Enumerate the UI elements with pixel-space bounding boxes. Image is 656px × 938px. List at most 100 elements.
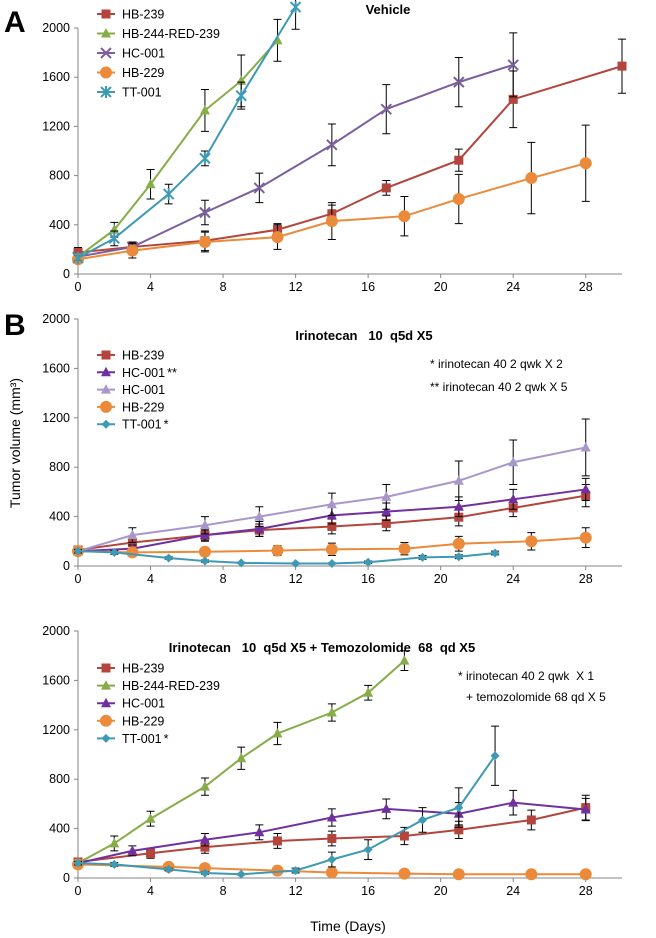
data-point (325, 215, 338, 228)
legend-suffix: ** (167, 366, 177, 380)
data-point (525, 535, 538, 548)
data-point (199, 104, 210, 115)
legend-marker (101, 28, 111, 38)
data-point (200, 842, 210, 852)
data-point (199, 781, 210, 791)
data-point (198, 862, 211, 875)
annotation: * irinotecan 40 2 qwk X 2 (430, 357, 563, 371)
y-tick-label: 1200 (42, 723, 70, 737)
legend-entry: HB-229 (97, 400, 164, 414)
data-point (271, 231, 284, 244)
data-point (453, 501, 464, 511)
legend-marker (100, 86, 112, 98)
legend-label: HB-239 (122, 349, 164, 363)
series-line (77, 6, 297, 259)
x-tick-label: 20 (434, 572, 448, 586)
panel-a: A 0 400 800 1200 1600 2000 0 4 8 12 16 20 24 28 Vehicl… (4, 0, 627, 294)
data-point (508, 94, 518, 104)
data-point (108, 232, 120, 245)
legend-entry: HB-239 (97, 349, 164, 363)
data-point (327, 854, 337, 864)
data-point (454, 155, 464, 165)
data-point (291, 866, 301, 876)
data-point (381, 506, 392, 516)
data-point (452, 868, 465, 881)
data-point (73, 546, 83, 556)
data-point (254, 826, 265, 837)
legend-marker (101, 384, 111, 394)
data-point (398, 867, 411, 880)
data-point (579, 868, 592, 881)
legend-entry: HC-001 (97, 47, 165, 61)
x-tick-label: 0 (75, 572, 82, 586)
data-point (418, 552, 428, 562)
data-point (236, 558, 246, 568)
data-point (580, 803, 591, 814)
legend-label: HC-001 (122, 697, 165, 711)
series-hb-229 (72, 858, 592, 881)
series-hc-001 (73, 418, 591, 556)
y-tick-label: 800 (49, 772, 70, 786)
data-point (235, 89, 247, 102)
x-tick-label: 28 (579, 884, 593, 898)
data-point (254, 523, 265, 533)
data-point (200, 868, 210, 878)
data-point (127, 529, 138, 540)
data-point (164, 553, 174, 563)
data-point (254, 511, 265, 521)
legend-marker (100, 714, 112, 727)
x-tick-label: 20 (434, 884, 448, 898)
data-point (453, 76, 465, 88)
data-point (617, 61, 627, 71)
data-point (508, 456, 519, 467)
legend-marker (101, 350, 111, 360)
legend-entry: TT-001 (97, 86, 162, 100)
annotation: + temozolomide 68 qd X 5 (466, 690, 606, 704)
panel-title: Irinotecan 10 q5d X5 + Temozolomide 68 q… (169, 640, 475, 655)
data-point (399, 831, 409, 841)
legend-marker (101, 366, 111, 377)
data-point (508, 797, 519, 807)
data-point (454, 552, 464, 562)
x-tick-label: 12 (289, 884, 303, 898)
series-line (77, 39, 279, 258)
y-tick-label: 1200 (42, 119, 70, 133)
data-point (73, 858, 83, 868)
y-tick-label: 0 (63, 267, 70, 281)
data-point (109, 837, 120, 848)
data-point (381, 491, 392, 501)
data-point (326, 707, 337, 717)
y-tick-label: 0 (63, 559, 70, 573)
legend-label: HC-001 (122, 383, 165, 397)
panel-c: 0 400 800 1200 1600 2000 0 4 8 12 16 20 24 28 Irinotec… (42, 624, 622, 898)
data-point (363, 687, 374, 697)
data-point (580, 483, 591, 494)
legend-marker (101, 663, 111, 673)
y-axis-label: Tumor volume (mm³) (7, 378, 23, 508)
data-point (236, 752, 247, 763)
legend-entry: HB-239 (97, 662, 164, 676)
y-tick-label: 1200 (42, 411, 70, 425)
x-tick-label: 8 (220, 572, 227, 586)
data-point (145, 178, 156, 189)
legend-label: HB-239 (122, 8, 164, 22)
annotation: ** irinotecan 40 2 qwk X 5 (430, 380, 568, 394)
legend-label: HC-001 ** (122, 366, 177, 380)
series-tt-001 (73, 725, 500, 879)
legend-marker (100, 66, 112, 79)
legend-marker (101, 9, 111, 19)
data-point (199, 152, 211, 165)
data-point (579, 157, 592, 170)
legend-entry: HC-001 ** (97, 366, 177, 380)
legend-label: TT-001 * (122, 732, 169, 746)
data-point (145, 813, 156, 823)
x-tick-label: 0 (75, 280, 82, 294)
data-point (325, 543, 338, 556)
data-point (507, 59, 519, 71)
panel-b: B 0 400 800 1200 1600 2000 0 4 8 12 16 20 24 28 Irinot… (4, 309, 622, 586)
data-point (490, 548, 500, 558)
data-point (452, 192, 465, 205)
data-point (381, 803, 392, 813)
data-point (109, 859, 119, 869)
data-point (454, 825, 464, 835)
